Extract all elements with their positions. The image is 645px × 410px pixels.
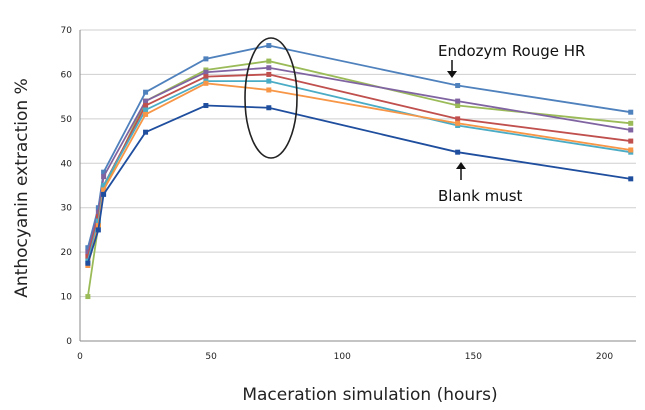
- data-point: [266, 58, 272, 64]
- data-point: [455, 98, 461, 104]
- y-tick-label: 70: [61, 26, 73, 36]
- data-point: [85, 249, 91, 255]
- data-point: [266, 43, 272, 49]
- data-point: [628, 120, 634, 126]
- data-point: [85, 260, 91, 266]
- y-tick-label: 10: [61, 293, 73, 303]
- annotation-endozym: Endozym Rouge HR: [438, 42, 585, 60]
- data-point: [101, 187, 107, 193]
- data-point: [455, 120, 461, 126]
- x-tick-label: 200: [596, 352, 613, 362]
- data-point: [101, 183, 107, 188]
- data-point: [455, 83, 461, 89]
- data-point: [143, 103, 149, 109]
- highlight-ellipse: [244, 37, 298, 159]
- y-tick-label: 60: [61, 70, 73, 80]
- data-point: [143, 89, 149, 95]
- data-point: [203, 103, 209, 109]
- data-point: [266, 87, 272, 93]
- data-point: [266, 78, 272, 84]
- data-point: [628, 127, 634, 133]
- series-line: [86, 80, 631, 262]
- series-line: [86, 82, 631, 266]
- data-point: [628, 138, 634, 144]
- data-point: [266, 71, 272, 77]
- series-group: [85, 43, 634, 300]
- x-axis-title: Maceration simulation (hours): [242, 385, 497, 405]
- y-axis-title: Anthocyanin extraction %: [12, 78, 32, 298]
- data-point: [203, 69, 209, 75]
- y-tick-label: 0: [66, 337, 72, 347]
- x-tick-label: 100: [334, 352, 351, 362]
- data-point: [85, 254, 91, 260]
- tick-labels: 0 10 20 30 40 50 60 70 0 50 100 150 200: [61, 26, 614, 362]
- annotation-endozym-arrowhead: [447, 71, 457, 78]
- data-point: [628, 176, 634, 182]
- data-point: [95, 227, 101, 233]
- y-tick-label: 50: [61, 115, 73, 125]
- series-6: [85, 103, 634, 266]
- data-point: [101, 169, 107, 175]
- x-tick-label: 50: [205, 352, 217, 362]
- data-point: [143, 98, 149, 104]
- series-line: [86, 44, 631, 248]
- series-2: [85, 65, 634, 255]
- data-point: [143, 111, 149, 117]
- gridlines: [80, 29, 636, 298]
- data-point: [455, 103, 461, 109]
- data-point: [628, 109, 634, 115]
- axes: [79, 30, 636, 342]
- data-point: [266, 105, 272, 111]
- x-tick-label: 150: [465, 352, 482, 362]
- data-point: [266, 65, 272, 71]
- data-point: [455, 116, 461, 122]
- y-tick-label: 20: [61, 248, 73, 258]
- annotation-blank-must: Blank must: [438, 187, 523, 205]
- data-point: [143, 129, 149, 135]
- y-tick-label: 30: [61, 204, 73, 214]
- data-point: [85, 294, 91, 300]
- data-point: [203, 80, 209, 86]
- data-point: [101, 191, 107, 197]
- x-tick-label: 0: [77, 352, 83, 362]
- data-point: [455, 149, 461, 155]
- data-point: [203, 74, 209, 80]
- data-point: [143, 107, 149, 113]
- data-point: [101, 174, 107, 180]
- y-tick-label: 40: [61, 159, 73, 169]
- series-line: [87, 104, 631, 264]
- annotation-blank-arrowhead: [456, 162, 466, 169]
- data-point: [85, 245, 91, 251]
- data-point: [628, 147, 634, 153]
- data-point: [203, 56, 209, 62]
- series-5: [85, 80, 634, 268]
